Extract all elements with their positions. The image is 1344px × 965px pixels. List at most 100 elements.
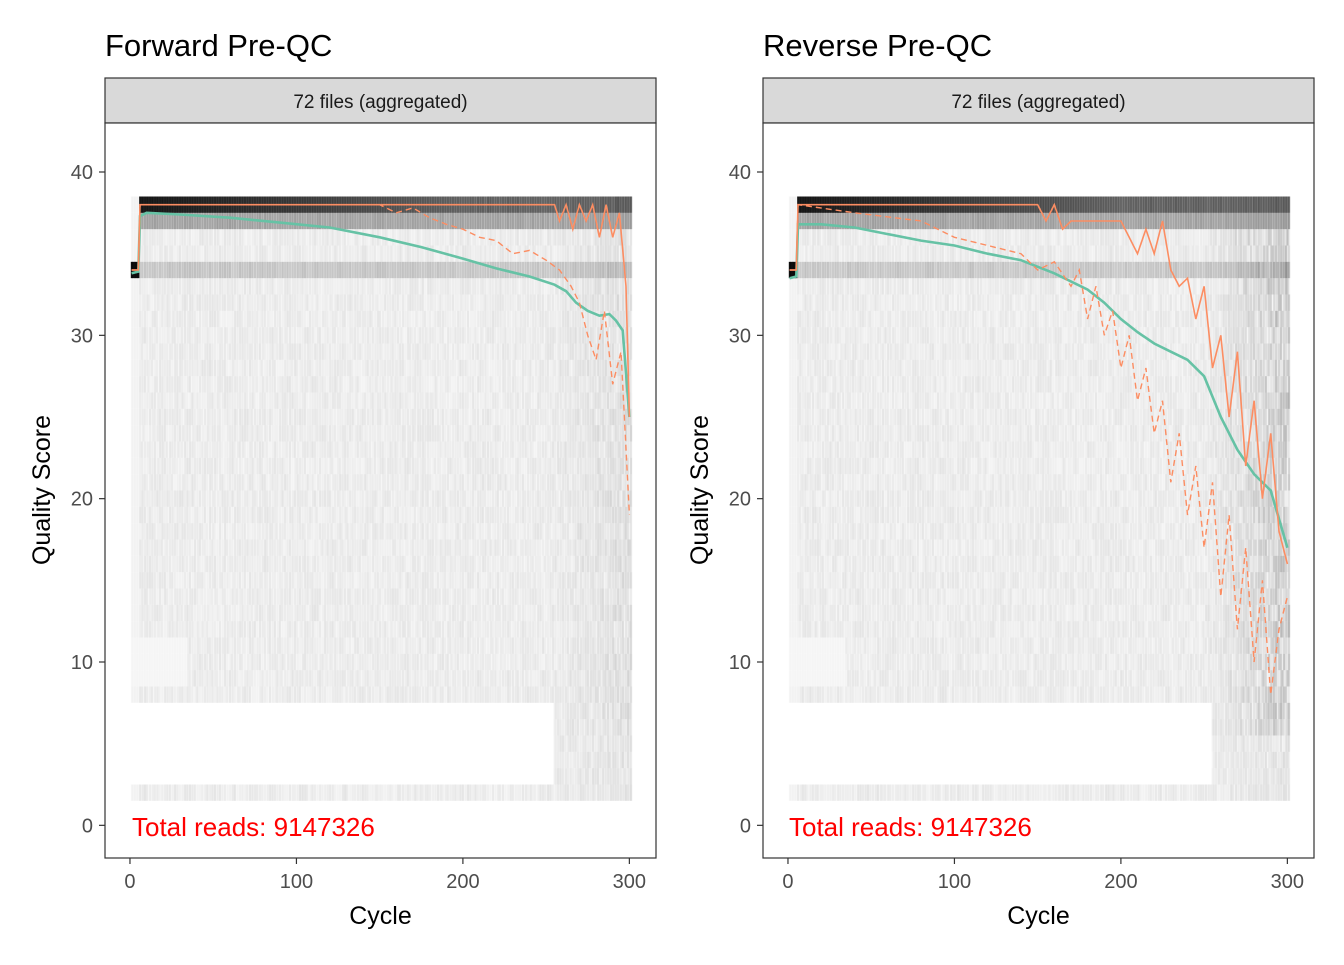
heatmap-cell — [282, 392, 285, 409]
heatmap-cell — [219, 604, 221, 622]
heatmap-cell — [177, 686, 180, 703]
heatmap-cell — [268, 604, 271, 622]
heatmap-cell — [333, 784, 336, 801]
heatmap-cell — [135, 572, 138, 589]
heatmap-cell — [357, 441, 360, 458]
heatmap-cell — [343, 294, 346, 311]
heatmap-cell — [272, 637, 275, 654]
heatmap-cell — [262, 294, 265, 311]
heatmap-cell — [293, 310, 296, 328]
heatmap-cell — [190, 506, 193, 524]
heatmap-cell — [297, 457, 300, 475]
heatmap-cell — [212, 392, 215, 409]
heatmap-cell — [248, 229, 251, 246]
heatmap-cell — [247, 294, 250, 311]
heatmap-cell — [252, 310, 255, 328]
heatmap-cell — [209, 278, 212, 295]
heatmap-cell — [139, 506, 142, 524]
heatmap-cell — [318, 604, 321, 622]
heatmap-cell — [303, 278, 306, 295]
heatmap-cell — [192, 261, 195, 279]
heatmap-cell — [323, 212, 326, 230]
heatmap-cell — [239, 555, 241, 573]
heatmap-cell — [293, 506, 296, 524]
heatmap-cell — [327, 523, 330, 540]
heatmap-cell — [305, 278, 308, 295]
heatmap-cell — [219, 506, 221, 524]
heatmap-cell — [312, 278, 315, 295]
heatmap-cell — [280, 359, 283, 377]
heatmap-cell — [139, 343, 142, 360]
heatmap-cell — [355, 408, 358, 426]
heatmap-cell — [357, 229, 360, 246]
heatmap-cell — [187, 621, 190, 638]
heatmap-cell — [350, 343, 353, 360]
heatmap-cell — [338, 670, 341, 687]
heatmap-cell — [300, 604, 303, 622]
heatmap-cell — [268, 588, 271, 605]
heatmap-cell — [357, 245, 360, 262]
heatmap-cell — [247, 425, 250, 442]
heatmap-cell — [170, 474, 173, 491]
heatmap-cell — [353, 474, 356, 491]
heatmap-cell — [260, 653, 263, 671]
heatmap-cell — [367, 784, 370, 801]
heatmap-cell — [268, 572, 271, 589]
heatmap-cell — [130, 686, 133, 703]
heatmap-cell — [327, 392, 330, 409]
heatmap-cell — [243, 490, 246, 507]
heatmap-cell — [310, 621, 313, 638]
heatmap-cell — [132, 490, 135, 507]
heatmap-cell — [387, 588, 390, 605]
heatmap-cell — [368, 310, 371, 328]
heatmap-cell — [149, 539, 152, 556]
heatmap-cell — [182, 621, 185, 638]
heatmap-cell — [132, 212, 135, 230]
heatmap-cell — [348, 490, 351, 507]
heatmap-cell — [225, 229, 228, 246]
heatmap-cell — [315, 457, 318, 475]
heatmap-cell — [157, 392, 160, 409]
heatmap-cell — [177, 392, 180, 409]
heatmap-cell — [247, 376, 250, 393]
heatmap-cell — [353, 784, 356, 801]
heatmap-cell — [375, 441, 378, 458]
heatmap-cell — [305, 376, 308, 393]
heatmap-cell — [387, 392, 390, 409]
heatmap-cell — [210, 245, 213, 262]
heatmap-cell — [212, 506, 215, 524]
heatmap-cell — [154, 604, 157, 622]
heatmap-cell — [209, 686, 212, 703]
heatmap-cell — [348, 294, 351, 311]
heatmap-cell — [297, 555, 300, 573]
heatmap-cell — [308, 376, 311, 393]
heatmap-cell — [145, 245, 148, 262]
heatmap-cell — [362, 555, 365, 573]
heatmap-cell — [195, 310, 198, 328]
heatmap-cell — [204, 261, 207, 279]
heatmap-cell — [130, 212, 133, 230]
heatmap-cell — [332, 474, 335, 491]
heatmap-cell — [222, 212, 225, 230]
heatmap-cell — [287, 572, 290, 589]
heatmap-cell — [337, 572, 340, 589]
heatmap-cell — [224, 784, 226, 801]
heatmap-cell — [310, 310, 313, 328]
heatmap-cell — [307, 490, 310, 507]
heatmap-cell — [172, 376, 175, 393]
heatmap-cell — [205, 261, 208, 279]
heatmap-cell — [224, 490, 226, 507]
heatmap-cell — [280, 604, 283, 622]
heatmap-cell — [142, 686, 145, 703]
heatmap-cell — [237, 376, 240, 393]
heatmap-cell — [368, 604, 371, 622]
heatmap-cell — [380, 686, 383, 703]
heatmap-cell — [307, 670, 310, 687]
heatmap-cell — [337, 229, 340, 246]
heatmap-cell — [167, 408, 170, 426]
heatmap-cell — [268, 359, 271, 377]
heatmap-cell — [154, 294, 157, 311]
heatmap-cell — [140, 506, 143, 524]
heatmap-cell — [164, 588, 167, 605]
heatmap-cell — [317, 572, 320, 589]
